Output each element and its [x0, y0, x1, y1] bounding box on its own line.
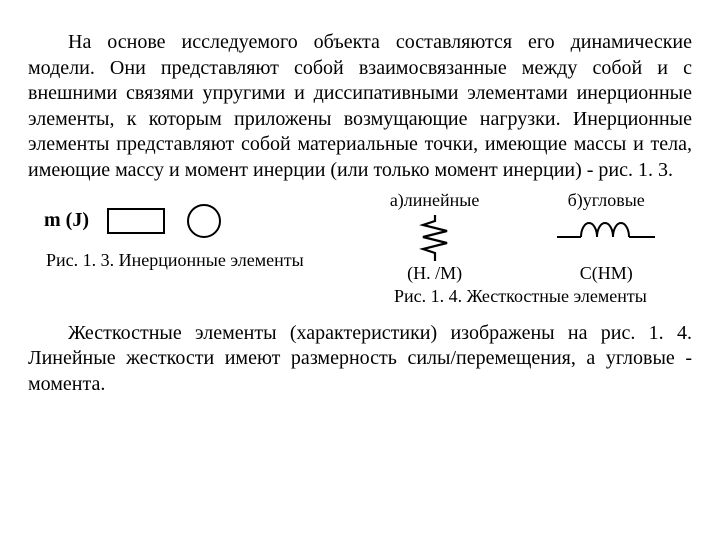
- linear-spring-icon: [349, 213, 521, 263]
- unit-angular: С(НМ): [520, 263, 692, 284]
- mass-label: m (J): [44, 209, 89, 232]
- label-angular: б)угловые: [520, 190, 692, 211]
- figure-1-4-symbols: [349, 213, 692, 263]
- figure-1-3: m (J) Рис. 1. 3. Инерционные элементы: [28, 190, 345, 271]
- angular-spring-icon: [520, 213, 692, 263]
- rectangle-icon: [107, 208, 165, 234]
- figure-1-3-symbols: m (J): [28, 204, 345, 238]
- paragraph-2: Жесткостные элементы (характеристики) из…: [28, 321, 692, 398]
- unit-linear: (Н. /М): [349, 263, 521, 284]
- figure-1-4-caption: Рис. 1. 4. Жесткостные элементы: [349, 286, 692, 307]
- figure-1-4: а)линейные б)угловые: [345, 190, 692, 307]
- circle-icon: [187, 204, 221, 238]
- figures-row: m (J) Рис. 1. 3. Инерционные элементы а)…: [28, 190, 692, 307]
- label-linear: а)линейные: [349, 190, 521, 211]
- figure-1-4-top-labels: а)линейные б)угловые: [349, 190, 692, 211]
- figure-1-3-caption: Рис. 1. 3. Инерционные элементы: [46, 250, 345, 271]
- paragraph-1: На основе исследуемого объекта составляю…: [28, 30, 692, 184]
- figure-1-4-units: (Н. /М) С(НМ): [349, 263, 692, 284]
